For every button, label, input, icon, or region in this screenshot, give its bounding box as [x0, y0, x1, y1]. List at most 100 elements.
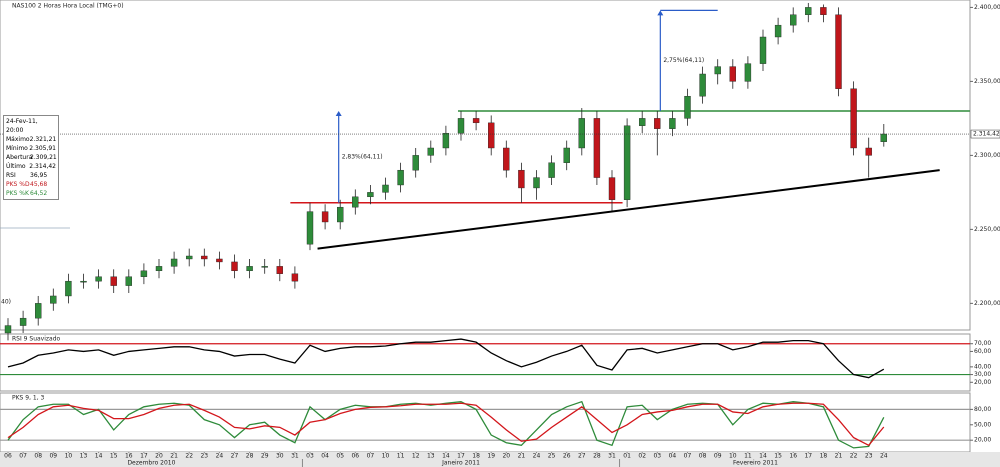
- candle-body: [503, 147, 510, 171]
- x-tick-label: 11: [744, 453, 752, 460]
- x-tick-label: 14: [95, 453, 103, 460]
- info-label: Abertura: [6, 154, 33, 161]
- info-row: RSI 36,95: [6, 171, 56, 180]
- info-label: PKS %D: [6, 181, 30, 188]
- candle-body: [835, 14, 842, 89]
- y-tick-label: 2.200,00: [974, 300, 1000, 307]
- x-tick-label: 17: [457, 453, 465, 460]
- series-line: [7, 400, 885, 449]
- info-value: 2.321,21: [29, 136, 57, 143]
- y-tick-label: 50,00: [974, 421, 991, 428]
- info-row: Último 2.314,42: [6, 162, 56, 171]
- candle-body: [95, 276, 102, 282]
- x-tick-label: 21: [518, 453, 526, 460]
- info-box: 24-Fev-11, 20:00 Máximo 2.321,21 Mínimo 2.3…: [3, 115, 59, 200]
- x-tick-label: 08: [34, 453, 42, 460]
- candle-body: [744, 63, 752, 82]
- candle-body: [684, 95, 691, 119]
- candle-body: [593, 118, 601, 178]
- candle-body: [140, 270, 148, 277]
- month-label: Dezembro 2010: [127, 460, 175, 467]
- candle-body: [472, 118, 480, 124]
- y-tick-label: 2.250,00: [974, 226, 1000, 233]
- y-tick-label: 2.400,00: [974, 4, 1000, 11]
- info-label: Máximo: [6, 136, 30, 143]
- y-tick-label: 2.350,00: [974, 78, 1000, 85]
- x-tick-label: 03: [306, 453, 314, 460]
- candle-body: [352, 196, 359, 208]
- x-tick-label: 15: [774, 453, 782, 460]
- candle-body: [820, 7, 827, 15]
- x-tick-label: 16: [125, 453, 133, 460]
- x-tick-label: 13: [80, 453, 88, 460]
- x-tick-label: 10: [382, 453, 390, 460]
- x-tick-label: 01: [623, 453, 631, 460]
- arrow-head: [335, 110, 342, 116]
- candle-body: [623, 125, 631, 200]
- candle-body: [291, 273, 299, 282]
- x-tick-label: 11: [397, 453, 405, 460]
- x-tick-label: 18: [820, 453, 828, 460]
- info-row: Mínimo 2.305,91: [6, 144, 56, 153]
- x-tick-label: 09: [714, 453, 722, 460]
- y-tick-label: 60,00: [974, 348, 991, 355]
- candle-body: [578, 118, 585, 149]
- month-label: Janeiro 2011: [441, 460, 480, 467]
- info-label: RSI: [6, 172, 16, 179]
- candle-body: [337, 206, 344, 223]
- x-tick-label: 31: [291, 453, 299, 460]
- x-tick-label: 06: [351, 453, 359, 460]
- info-value: 64,52: [30, 190, 48, 197]
- y-tick-label: 70,00: [974, 340, 991, 347]
- x-tick-label: 12: [412, 453, 420, 460]
- x-tick-label: 30: [276, 453, 284, 460]
- rsi-panel: [0, 333, 971, 392]
- x-tick-label: 10: [65, 453, 73, 460]
- candle-body: [608, 177, 616, 200]
- candle-body: [850, 88, 857, 149]
- candle-body: [201, 255, 208, 260]
- info-value: 36,95: [30, 172, 48, 179]
- candle-body: [4, 325, 12, 334]
- x-tick-label: 03: [653, 453, 661, 460]
- x-tick-label: 10: [729, 453, 737, 460]
- x-tick-label: 09: [49, 453, 57, 460]
- candle-body: [125, 276, 133, 286]
- x-tick-label: 21: [835, 453, 843, 460]
- candle-body: [639, 118, 646, 126]
- info-value: 2.309,21: [30, 154, 57, 161]
- series-line: [7, 338, 885, 379]
- candle-body: [548, 162, 555, 178]
- candle-body: [185, 255, 193, 260]
- x-tick-label: 19: [487, 453, 495, 460]
- x-tick-label: 20: [155, 453, 163, 460]
- candle-body: [563, 147, 570, 163]
- x-tick-label: 06: [4, 453, 12, 460]
- candle-body: [488, 122, 495, 149]
- x-tick-label: 17: [804, 453, 812, 460]
- candle-body: [35, 303, 42, 319]
- info-row: PKS %D 45,68: [6, 180, 56, 189]
- stoch-panel: [0, 392, 971, 453]
- last-price-label: 2.314,42: [973, 131, 1000, 138]
- candle-body: [367, 192, 374, 198]
- x-tick-label: 24: [533, 453, 541, 460]
- candle-body: [880, 133, 887, 142]
- y-tick-label: 80,00: [974, 406, 991, 413]
- candle-body: [80, 280, 87, 283]
- x-tick-label: 17: [140, 453, 148, 460]
- series-line: [7, 402, 885, 447]
- x-tick-label: 24: [216, 453, 224, 460]
- info-label: Mínimo: [6, 145, 28, 152]
- x-tick-label: 31: [608, 453, 616, 460]
- candle-body: [774, 24, 782, 38]
- candle-body: [412, 155, 419, 171]
- x-tick-label: 13: [427, 453, 435, 460]
- x-tick-label: 23: [200, 453, 208, 460]
- candle-body: [759, 36, 767, 64]
- info-label: Último: [6, 163, 26, 170]
- x-tick-label: 02: [638, 453, 646, 460]
- rsi-title: RSI 9 Suavizado: [12, 336, 61, 343]
